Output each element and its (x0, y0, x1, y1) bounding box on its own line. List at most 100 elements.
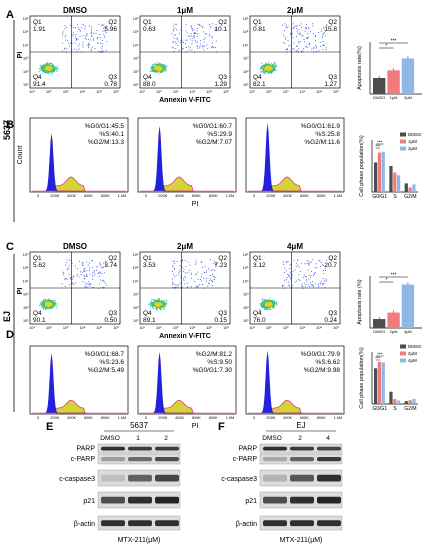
flow-dot (45, 306, 47, 308)
flow-dot (303, 38, 305, 40)
blot-band (290, 496, 314, 504)
flow-dot (272, 301, 274, 303)
flow-dot (295, 266, 297, 267)
flow-dot (47, 299, 49, 301)
flow-dot (154, 304, 156, 306)
flow-dot (161, 306, 163, 308)
flow-dot (288, 274, 289, 276)
flow-dot (205, 271, 207, 273)
flow-dot (186, 39, 188, 41)
flow-dot (262, 303, 264, 305)
flow-dot (41, 303, 43, 305)
flow-dot (86, 286, 88, 288)
flow-dot (102, 50, 104, 52)
flow-dot (90, 50, 92, 52)
flow-tick-y: 10⁴ (23, 43, 29, 47)
flow-dot (271, 300, 273, 302)
flow-dot (77, 26, 79, 28)
flow-dot (305, 279, 307, 281)
flow-dot (51, 73, 53, 75)
cell-cycle-histogram: %G0/G1:68.7%S:23.6%G2/M:5.490 200K 400K 600… (29, 345, 129, 420)
flow-dot (262, 68, 264, 70)
flow-dot (163, 70, 165, 72)
flow-dot (76, 275, 78, 277)
flow-dot (270, 308, 272, 310)
flow-dot (46, 306, 48, 308)
flow-dot (187, 35, 189, 37)
flow-dot (161, 64, 163, 66)
flow-dot (151, 304, 153, 306)
flow-dot (323, 45, 325, 46)
flow-dot (72, 31, 74, 33)
flow-tick-y: 10¹ (23, 319, 29, 323)
bar-group-label: S (393, 406, 397, 412)
flow-dot (185, 39, 187, 41)
flow-dot (326, 259, 327, 261)
flow-dot (57, 68, 59, 70)
flow-dot (320, 45, 322, 47)
flow-dot (45, 65, 47, 67)
flow-dot (90, 32, 92, 33)
flow-dot (310, 271, 312, 273)
cycle-tick-x: 800K (101, 416, 110, 420)
flow-dot (267, 302, 269, 304)
flow-dot (319, 282, 321, 284)
flow-dot (101, 266, 102, 268)
flow-dot (275, 69, 277, 71)
flow-dot (51, 300, 53, 302)
flow-dot (44, 302, 46, 304)
blot-band (128, 457, 152, 462)
flow-dot (153, 305, 155, 307)
quadrant-q1-value: 0.81 (253, 26, 266, 33)
flow-dot (206, 280, 207, 282)
flow-dot (159, 308, 161, 310)
flow-dot (57, 65, 59, 67)
bar-y-label: Apoptosis rate (%) (357, 279, 363, 324)
flow-dot (45, 66, 47, 68)
flow-dot (310, 282, 311, 284)
legend-swatch (400, 344, 406, 349)
cycle-stat-2: %S:29.9 (207, 131, 232, 138)
flow-dot (286, 276, 288, 278)
flow-dot (71, 278, 73, 280)
flow-dot (45, 67, 47, 69)
flow-dot (295, 25, 297, 27)
flow-dot (152, 302, 154, 304)
bar-category-label: 2μM (390, 329, 398, 334)
cycle-stat-3: %G2/M:11.6 (304, 139, 340, 146)
flow-dot (303, 282, 305, 284)
flow-dot (268, 307, 270, 309)
flow-dot (275, 301, 277, 303)
flow-dot (156, 305, 158, 307)
sig-star: *** (375, 144, 381, 149)
flow-dot (268, 71, 270, 73)
blot-band (101, 496, 125, 504)
flow-dot (259, 304, 261, 306)
flow-dot (91, 35, 93, 37)
flow-dot (86, 261, 88, 263)
flow-dot (200, 25, 202, 26)
flow-dot (302, 286, 304, 287)
flow-dot (80, 274, 82, 276)
flow-tick-x: 10³ (173, 326, 179, 330)
flow-dot (197, 47, 198, 49)
flow-dot (262, 69, 264, 71)
flow-dot (172, 25, 174, 27)
flow-dot (52, 67, 54, 69)
histogram-frame (137, 345, 237, 415)
flow-dot (77, 273, 79, 275)
flow-tick-x: 10¹ (249, 326, 255, 330)
flow-dot (297, 264, 299, 266)
flow-dot (318, 50, 320, 52)
flow-dot (48, 304, 50, 306)
cycle-tick-x: 200K (266, 194, 275, 198)
flow-dot (84, 275, 86, 277)
flow-dot (48, 301, 50, 303)
flow-dot (159, 66, 161, 68)
flow-dot (155, 70, 157, 72)
flow-dot (197, 23, 199, 25)
flow-dot (183, 271, 185, 273)
flow-dot (315, 44, 317, 46)
flow-dot (184, 276, 186, 278)
flow-dot (308, 36, 309, 38)
